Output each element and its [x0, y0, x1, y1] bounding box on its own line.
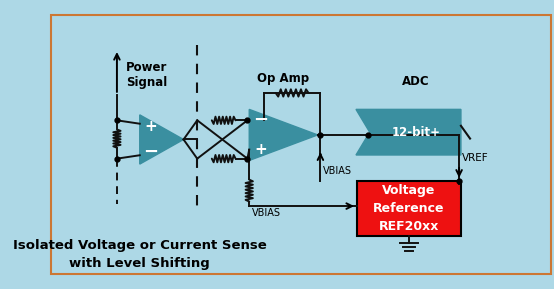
Text: Isolated Voltage or Current Sense
with Level Shifting: Isolated Voltage or Current Sense with L… — [13, 239, 266, 270]
Text: ADC: ADC — [402, 75, 429, 88]
Bar — [357, 181, 461, 236]
Text: VBIAS: VBIAS — [323, 166, 352, 176]
Text: Voltage
Reference
REF20xx: Voltage Reference REF20xx — [373, 184, 445, 233]
Text: −: − — [143, 143, 158, 161]
Text: +: + — [255, 142, 268, 157]
Text: +: + — [144, 119, 157, 134]
Text: Op Amp: Op Amp — [258, 72, 310, 85]
Text: VBIAS: VBIAS — [252, 208, 281, 218]
Text: VREF: VREF — [462, 153, 489, 163]
Polygon shape — [249, 109, 317, 160]
Text: 12-bit+: 12-bit+ — [391, 126, 440, 139]
Text: Power
Signal: Power Signal — [126, 61, 167, 89]
Polygon shape — [356, 109, 461, 155]
Text: −: − — [254, 111, 269, 129]
Polygon shape — [140, 115, 183, 164]
